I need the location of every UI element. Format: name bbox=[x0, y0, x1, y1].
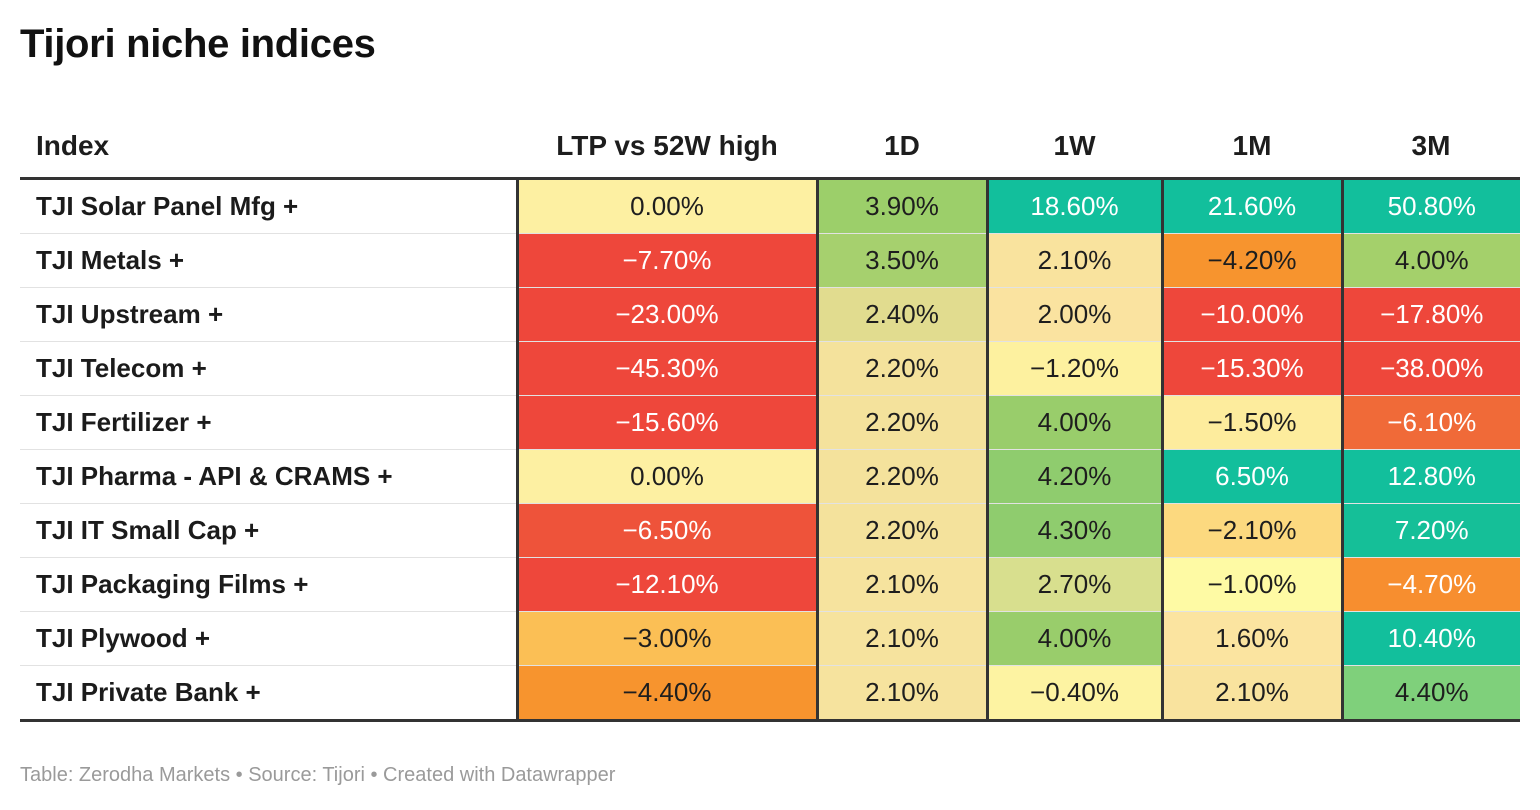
value-cell-1d: 2.20% bbox=[815, 449, 987, 504]
table-row: TJI Private Bank + −4.40% 2.10% −0.40% 2.10%… bbox=[20, 665, 1520, 719]
value-cell-ltp-vs-52w-high: −3.00% bbox=[515, 611, 817, 666]
value-cell-1w: −0.40% bbox=[985, 665, 1162, 719]
value-cell-1d: 2.10% bbox=[815, 665, 987, 719]
column-header-1w[interactable]: 1W bbox=[1053, 130, 1096, 161]
value-cell-1m: −15.30% bbox=[1160, 341, 1342, 396]
value-cell-ltp-vs-52w-high: 0.00% bbox=[515, 449, 817, 504]
value-cell-ltp-vs-52w-high: −15.60% bbox=[515, 395, 817, 450]
column-header-ltp-vs-52w-high[interactable]: LTP vs 52W high bbox=[556, 130, 778, 161]
value-cell-ltp-vs-52w-high: −12.10% bbox=[515, 557, 817, 612]
value-cell-1w: 2.70% bbox=[985, 557, 1162, 612]
index-name-cell: TJI Packaging Films + bbox=[20, 557, 517, 612]
table-bottom-rule bbox=[20, 719, 1520, 722]
value-cell-1m: −10.00% bbox=[1160, 287, 1342, 342]
column-header-3m[interactable]: 3M bbox=[1411, 130, 1451, 161]
index-name-cell: TJI Telecom + bbox=[20, 341, 517, 396]
value-cell-ltp-vs-52w-high: −7.70% bbox=[515, 233, 817, 288]
value-cell-3m: −17.80% bbox=[1340, 287, 1520, 342]
table-row: TJI Metals + −7.70% 3.50% 2.10% −4.20% 4.00% bbox=[20, 233, 1520, 288]
value-cell-1d: 3.50% bbox=[815, 233, 987, 288]
value-cell-1m: −1.00% bbox=[1160, 557, 1342, 612]
value-cell-3m: −4.70% bbox=[1340, 557, 1520, 612]
index-name-cell: TJI Metals + bbox=[20, 233, 517, 288]
value-cell-1d: 2.20% bbox=[815, 341, 987, 396]
value-cell-ltp-vs-52w-high: −6.50% bbox=[515, 503, 817, 558]
index-name-cell: TJI Plywood + bbox=[20, 611, 517, 666]
table-row: TJI Solar Panel Mfg +0.00% 3.90% 18.60% 21.… bbox=[20, 178, 1520, 234]
footer-credit: Table: Zerodha Markets • Source: Tijori … bbox=[20, 764, 616, 786]
value-cell-ltp-vs-52w-high: −4.40% bbox=[515, 665, 817, 719]
column-header-1d[interactable]: 1D bbox=[884, 130, 920, 161]
value-cell-1m: 1.60% bbox=[1160, 611, 1342, 666]
value-cell-1d: 2.20% bbox=[815, 503, 987, 558]
value-cell-1d: 2.40% bbox=[815, 287, 987, 342]
value-cell-1m: −1.50% bbox=[1160, 395, 1342, 450]
value-cell-1d: 2.20% bbox=[815, 395, 987, 450]
value-cell-1m: 2.10% bbox=[1160, 665, 1342, 719]
value-cell-ltp-vs-52w-high: −45.30% bbox=[515, 341, 817, 396]
index-name-cell: TJI Upstream + bbox=[20, 287, 517, 342]
value-cell-3m: −38.00% bbox=[1340, 341, 1520, 396]
value-cell-1m: 6.50% bbox=[1160, 449, 1342, 504]
table-row: TJI IT Small Cap + −6.50% 2.20% 4.30% −2.10%… bbox=[20, 503, 1520, 558]
table-row: TJI Telecom + −45.30% 2.20% −1.20% −15.30% −3… bbox=[20, 341, 1520, 396]
value-cell-1w: 4.00% bbox=[985, 395, 1162, 450]
value-cell-3m: 4.40% bbox=[1340, 665, 1520, 719]
value-cell-3m: −6.10% bbox=[1340, 395, 1520, 450]
value-cell-1m: 21.60% bbox=[1160, 178, 1342, 234]
header-row: Index LTP vs 52W high 1D 1W 1M 3M bbox=[20, 115, 1520, 179]
column-header-index[interactable]: Index bbox=[36, 130, 110, 161]
value-cell-3m: 12.80% bbox=[1340, 449, 1520, 504]
value-cell-1w: 2.00% bbox=[985, 287, 1162, 342]
value-cell-ltp-vs-52w-high: 0.00% bbox=[515, 178, 817, 234]
value-cell-3m: 7.20% bbox=[1340, 503, 1520, 558]
index-name-cell: TJI IT Small Cap + bbox=[20, 503, 517, 558]
value-cell-3m: 4.00% bbox=[1340, 233, 1520, 288]
index-name-cell: TJI Pharma - API & CRAMS + bbox=[20, 449, 517, 504]
value-cell-1w: −1.20% bbox=[985, 341, 1162, 396]
value-cell-1w: 18.60% bbox=[985, 178, 1162, 234]
table-row: TJI Packaging Films + −12.10% 2.10% 2.70% −1… bbox=[20, 557, 1520, 612]
table-row: TJI Pharma - API & CRAMS +0.00% 2.20% 4.20… bbox=[20, 449, 1520, 504]
value-cell-3m: 10.40% bbox=[1340, 611, 1520, 666]
value-cell-1m: −2.10% bbox=[1160, 503, 1342, 558]
value-cell-ltp-vs-52w-high: −23.00% bbox=[515, 287, 817, 342]
value-cell-1w: 4.00% bbox=[985, 611, 1162, 666]
table-row: TJI Upstream + −23.00% 2.40% 2.00% −10.00% −1… bbox=[20, 287, 1520, 342]
heatmap-table: Index LTP vs 52W high 1D 1W 1M 3M TJI So… bbox=[20, 115, 1520, 719]
value-cell-1d: 3.90% bbox=[815, 178, 987, 234]
value-cell-1d: 2.10% bbox=[815, 557, 987, 612]
table-body: TJI Solar Panel Mfg +0.00% 3.90% 18.60% 21.… bbox=[20, 178, 1520, 719]
value-cell-1m: −4.20% bbox=[1160, 233, 1342, 288]
index-name-cell: TJI Solar Panel Mfg + bbox=[20, 178, 517, 234]
chart-title: Tijori niche indices bbox=[20, 22, 376, 66]
table-row: TJI Plywood + −3.00% 2.10% 4.00% 1.60% 10.40% bbox=[20, 611, 1520, 666]
value-cell-1w: 4.30% bbox=[985, 503, 1162, 558]
value-cell-1d: 2.10% bbox=[815, 611, 987, 666]
index-name-cell: TJI Fertilizer + bbox=[20, 395, 517, 450]
column-header-1m[interactable]: 1M bbox=[1232, 130, 1272, 161]
value-cell-1w: 4.20% bbox=[985, 449, 1162, 504]
index-name-cell: TJI Private Bank + bbox=[20, 665, 517, 719]
value-cell-1w: 2.10% bbox=[985, 233, 1162, 288]
table-row: TJI Fertilizer + −15.60% 2.20% 4.00% −1.50% −… bbox=[20, 395, 1520, 450]
value-cell-3m: 50.80% bbox=[1340, 178, 1520, 234]
